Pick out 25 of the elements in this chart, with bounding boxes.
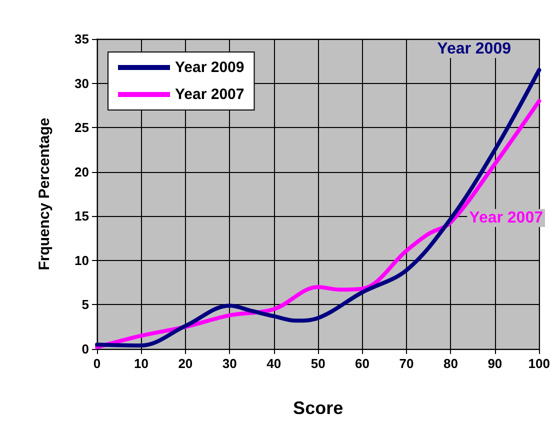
x-tick-label: 60 [355, 356, 370, 371]
x-tick-label: 80 [443, 356, 458, 371]
y-tick-label: 15 [74, 208, 89, 224]
y-tick-label: 35 [74, 32, 89, 46]
legend-label: Year 2007 [175, 86, 244, 103]
y-tick-label: 10 [74, 252, 89, 268]
y-tick-label: 30 [74, 76, 89, 91]
x-tick-label: 70 [399, 356, 414, 371]
x-tick-label: 90 [488, 356, 502, 371]
x-tick-label: 100 [528, 356, 550, 371]
x-tick-label: 50 [310, 356, 326, 371]
y-tick-label: 0 [82, 342, 89, 356]
x-axis-title: Score [293, 398, 344, 418]
y-tick-label: 20 [74, 164, 89, 180]
x-tick-label: 10 [134, 356, 148, 371]
x-tick-label: 30 [222, 356, 237, 371]
x-tick-label: 20 [178, 356, 193, 371]
text: Year 2007 [469, 210, 544, 226]
y-axis-title: Frquency Percentage [36, 118, 53, 270]
x-tick-label: 0 [93, 356, 101, 371]
y-tick-label: 5 [82, 297, 89, 312]
legend-label: Year 2009 [175, 59, 244, 76]
x-tick-label: 40 [266, 356, 282, 371]
y-tick-label: 25 [74, 120, 89, 136]
text: Year 2009 [437, 40, 512, 58]
